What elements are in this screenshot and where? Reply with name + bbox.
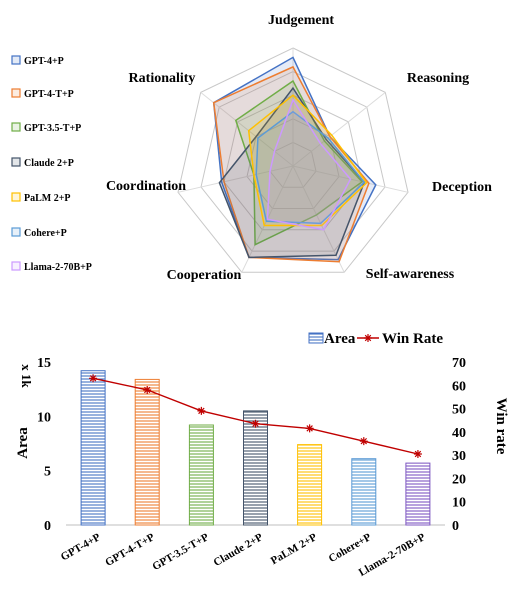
radar-series-llama-2-70b-p [266, 98, 352, 231]
x-tick-label-gpt-4-p: GPT-4+P [59, 531, 103, 563]
legend-marker-win-rate [364, 334, 372, 342]
radar-series-gpt-4-t-p [212, 65, 370, 263]
legend-label-palm-2-p: PaLM 2+P [24, 193, 71, 204]
y-axis-title: Area [15, 427, 31, 459]
legend-label-area: Area [324, 331, 356, 347]
y-tick-label: 15 [37, 356, 51, 371]
y2-tick-label: 40 [452, 426, 466, 441]
y2-tick-label: 70 [452, 356, 466, 371]
y-axis-multiplier: x 1k [19, 364, 34, 388]
y2-tick-label: 60 [452, 379, 466, 394]
bar-claude-2-p [243, 410, 268, 526]
x-tick-label-claude-2-p: Claude 2+P [211, 531, 265, 569]
y-tick-label: 0 [44, 519, 51, 534]
legend-label-gpt-4-t-p: GPT-4-T+P [24, 89, 74, 100]
radar-series-cohere-p [255, 110, 366, 225]
bar-gpt-3-5-t-p [188, 424, 214, 526]
x-tick-label-gpt-3-5-t-p: GPT-3.5-T+P [150, 531, 211, 573]
win-rate-marker-llama-2-70b-p [413, 449, 422, 458]
win-rate-marker-claude-2-p [251, 419, 260, 428]
y2-tick-label: 20 [452, 472, 466, 487]
bar-cohere-p [351, 458, 377, 526]
win-rate-marker-palm-2-p [305, 424, 314, 433]
legend-swatch-gpt-4-t-p [11, 88, 21, 98]
bar-palm-2-p [297, 444, 323, 526]
legend-label-gpt-3-5-t-p: GPT-3.5-T+P [24, 123, 81, 134]
radar-chart: Judgement Reasoning Deception Self-awarenes… [106, 13, 492, 283]
bar-line-chart: 0 5 10 15 0 10 20 30 40 50 60 70 Area x 1k Win rate GPT… [15, 331, 509, 579]
radar-grid-ring [177, 47, 409, 273]
radar-axis-label-cooperation: Cooperation [167, 268, 242, 283]
legend-swatch-claude-2-p [11, 157, 21, 167]
y-tick-label: 5 [44, 465, 51, 480]
legend-swatch-cohere-p [11, 227, 21, 237]
legend-swatch-llama-2-70b-p [11, 261, 21, 271]
y2-tick-label: 30 [452, 449, 466, 464]
radar-axis-label-rationality: Rationality [129, 71, 196, 86]
y2-tick-label: 50 [452, 403, 466, 418]
radar-axis-label-reasoning: Reasoning [407, 71, 469, 86]
legend-swatch-gpt-3-5-t-p [11, 122, 21, 132]
legend-swatch-palm-2-p [11, 192, 21, 202]
legend-label-cohere-p: Cohere+P [24, 228, 67, 239]
radar-spoke [177, 165, 294, 193]
radar-spoke [200, 92, 294, 167]
radar-spoke [292, 92, 386, 167]
x-tick-label-palm-2-p: PaLM 2+P [269, 531, 320, 567]
bar-gpt-4-p [80, 370, 106, 526]
legend-swatch-area [308, 332, 324, 344]
radar-grid-ring [223, 94, 363, 231]
legend-label-gpt-4-p: GPT-4+P [24, 56, 64, 67]
legend-label-win-rate: Win Rate [382, 331, 443, 347]
win-rate-marker-gpt-3-5-t-p [197, 406, 206, 415]
radar-series-palm-2-p [247, 94, 368, 227]
radar-axis-label-coordination: Coordination [106, 179, 186, 194]
radar-legend: GPT-4+P GPT-4-T+P GPT-3.5-T+P Claude 2+P PaL… [11, 55, 92, 273]
y-tick-label: 10 [37, 410, 51, 425]
x-tick-label-gpt-4-t-p: GPT-4-T+P [103, 531, 157, 569]
radar-grid-ring [246, 118, 340, 209]
legend-label-llama-2-70b-p: Llama-2-70B+P [24, 262, 92, 273]
radar-axis-label-deception: Deception [432, 180, 492, 195]
win-rate-marker-cohere-p [359, 437, 368, 446]
radar-axis-label-judgement: Judgement [268, 13, 334, 28]
y2-axis-title: Win rate [493, 398, 509, 455]
y2-tick-label: 0 [452, 519, 459, 534]
bar-llama-2-70b-p [405, 462, 431, 526]
legend-swatch-gpt-4-p [11, 55, 21, 65]
x-tick-label-cohere-p: Cohere+P [327, 531, 374, 565]
y2-tick-label: 10 [452, 496, 466, 511]
radar-axis-label-self-awareness: Self-awareness [366, 267, 455, 282]
legend-label-claude-2-p: Claude 2+P [24, 158, 74, 169]
bar-gpt-4-t-p [134, 378, 160, 526]
win-rate-marker-gpt-4-t-p [143, 385, 152, 394]
win-rate-marker-gpt-4-p [89, 374, 98, 383]
